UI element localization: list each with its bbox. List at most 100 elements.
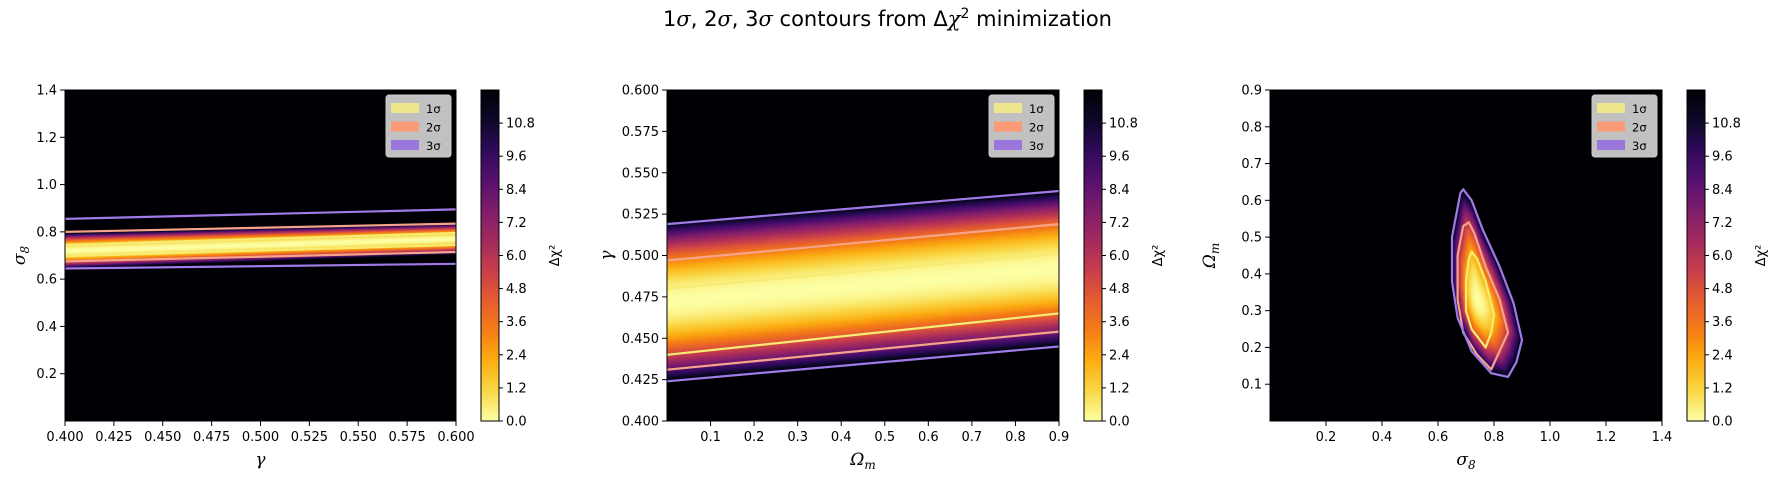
legend-swatch-1 [1597, 103, 1625, 113]
contour-1sigma-lower [64, 243, 457, 258]
x-tick-label: 0.450 [144, 430, 181, 445]
colorbar-tick-label: 6.0 [1712, 249, 1733, 264]
legend-swatch-2 [994, 121, 1022, 132]
x-tick-label: 0.575 [389, 430, 426, 445]
y-axis-label-sub: m [1208, 243, 1222, 254]
colorbar-tick-label: 1.2 [506, 381, 527, 396]
contour-2sigma-lower [64, 250, 457, 263]
colorbar-tick-label: 7.2 [1109, 216, 1130, 231]
colorbar-tick-label: 9.6 [1109, 150, 1130, 165]
x-axis-label-sub: 8 [1468, 458, 1476, 472]
y-tick-label: 0.550 [622, 166, 659, 181]
y-axis-label-main: Ω [1200, 254, 1220, 269]
legend-label-1: 1σ [1632, 102, 1647, 116]
colorbar-tick-label: 3.6 [506, 315, 527, 330]
colorbar-tick-label: 4.8 [1109, 282, 1130, 297]
x-tick-label: 0.8 [1484, 430, 1505, 445]
x-tick-label: 0.1 [700, 430, 721, 445]
legend-label-1: 1σ [426, 102, 441, 116]
contour-2sigma-upper [666, 223, 1060, 262]
y-tick-label: 0.600 [622, 84, 659, 99]
y-axis-label-main: γ [597, 250, 617, 261]
x-tick-label: 0.475 [193, 430, 230, 445]
colorbar-tick-label: 0.0 [506, 415, 527, 430]
legend-swatch-3 [1597, 140, 1625, 150]
legend-label-1: 1σ [1029, 102, 1044, 116]
colorbar-tick-label: 2.4 [1712, 348, 1733, 363]
y-tick-label: 0.450 [622, 332, 659, 347]
y-tick-label: 0.500 [622, 249, 659, 264]
contour-2sigma [1456, 221, 1510, 371]
y-tick-label: 1.0 [36, 178, 57, 193]
x-tick-label: 0.400 [46, 430, 83, 445]
colorbar [480, 89, 500, 422]
x-tick-label: 0.4 [1372, 430, 1393, 445]
contour-3sigma-upper [666, 189, 1060, 226]
x-axis-label-sub: m [864, 458, 875, 472]
x-tick-label: 0.4 [831, 430, 852, 445]
legend: 1σ 2σ 3σ [385, 94, 452, 158]
y-tick-label: 0.475 [622, 290, 659, 305]
x-tick-label: 0.6 [918, 430, 939, 445]
contour-3sigma-upper [64, 208, 457, 220]
panel-3: 0.2 0.4 0.6 0.8 1.0 1.2 1.4 0.1 0.2 0.3 0.4 0.5 0.6 0… [1200, 84, 1769, 473]
legend-swatch-3 [994, 140, 1022, 150]
panel-2: 0.1 0.2 0.3 0.4 0.5 0.6 0.7 0.8 0.9 0.400 0.425 0.4… [597, 84, 1166, 473]
axes-frame [1269, 89, 1663, 422]
colorbar-tick-label: 7.2 [1712, 216, 1733, 231]
colorbar [1083, 89, 1103, 422]
colorbar-tick-label: 6.0 [506, 249, 527, 264]
x-axis-label: σ8 [1456, 450, 1476, 472]
x-tick-label: 0.5 [874, 430, 895, 445]
colorbar-tick-label: 4.8 [506, 282, 527, 297]
colorbar-label: Δχ² [1754, 245, 1769, 267]
y-tick-label: 0.425 [622, 373, 659, 388]
contour-1sigma-upper [666, 252, 1060, 290]
legend-label-3: 3σ [1632, 139, 1647, 153]
colorbar-tick-label: 8.4 [1712, 183, 1733, 198]
y-tick-label: 0.4 [36, 320, 57, 335]
colorbar-tick-label: 6.0 [1109, 249, 1130, 264]
legend-label-2: 2σ [1632, 121, 1647, 135]
x-tick-label: 0.525 [291, 430, 328, 445]
x-axis-label-main: γ [255, 450, 266, 470]
x-axis-label-main: σ [1456, 450, 1468, 470]
x-axis-label: Ωm [849, 450, 876, 472]
contour-1sigma-lower [666, 312, 1060, 356]
legend-label-2: 2σ [1029, 121, 1044, 135]
contour-2sigma-lower [666, 330, 1060, 371]
y-tick-label: 0.575 [622, 125, 659, 140]
x-tick-label: 0.2 [1316, 430, 1337, 445]
x-tick-label: 0.8 [1005, 430, 1026, 445]
x-tick-label: 0.500 [242, 430, 279, 445]
legend: 1σ 2σ 3σ [988, 94, 1055, 158]
colorbar-tick-label: 1.2 [1712, 381, 1733, 396]
y-tick-label: 0.2 [36, 367, 57, 382]
x-axis-label-main: Ω [849, 450, 864, 470]
y-tick-label: 1.4 [36, 84, 57, 99]
x-tick-label: 0.7 [962, 430, 983, 445]
y-axis-label-main: σ [10, 253, 30, 265]
colorbar-tick-label: 7.2 [506, 216, 527, 231]
contour-3sigma-lower [666, 345, 1060, 383]
legend: 1σ 2σ 3σ [1591, 94, 1658, 158]
x-axis-label: γ [255, 450, 266, 470]
y-axis-label: γ [597, 250, 617, 261]
colorbar [1686, 89, 1706, 422]
y-tick-label: 0.3 [1241, 304, 1262, 319]
y-tick-label: 1.2 [36, 131, 57, 146]
colorbar-tick-label: 10.8 [506, 117, 535, 132]
legend-swatch-1 [994, 103, 1022, 113]
legend-swatch-2 [1597, 121, 1625, 132]
colorbar-tick-label: 10.8 [1109, 117, 1138, 132]
y-axis-label: Ωm [1200, 243, 1222, 270]
legend-swatch-3 [391, 140, 419, 150]
y-tick-label: 0.1 [1241, 378, 1262, 393]
y-tick-label: 0.5 [1241, 231, 1262, 246]
colorbar-tick-label: 10.8 [1712, 117, 1741, 132]
x-tick-label: 1.4 [1652, 430, 1673, 445]
colorbar-tick-label: 4.8 [1712, 282, 1733, 297]
contour-1sigma [1464, 250, 1496, 349]
y-axis-label: σ8 [10, 246, 32, 266]
